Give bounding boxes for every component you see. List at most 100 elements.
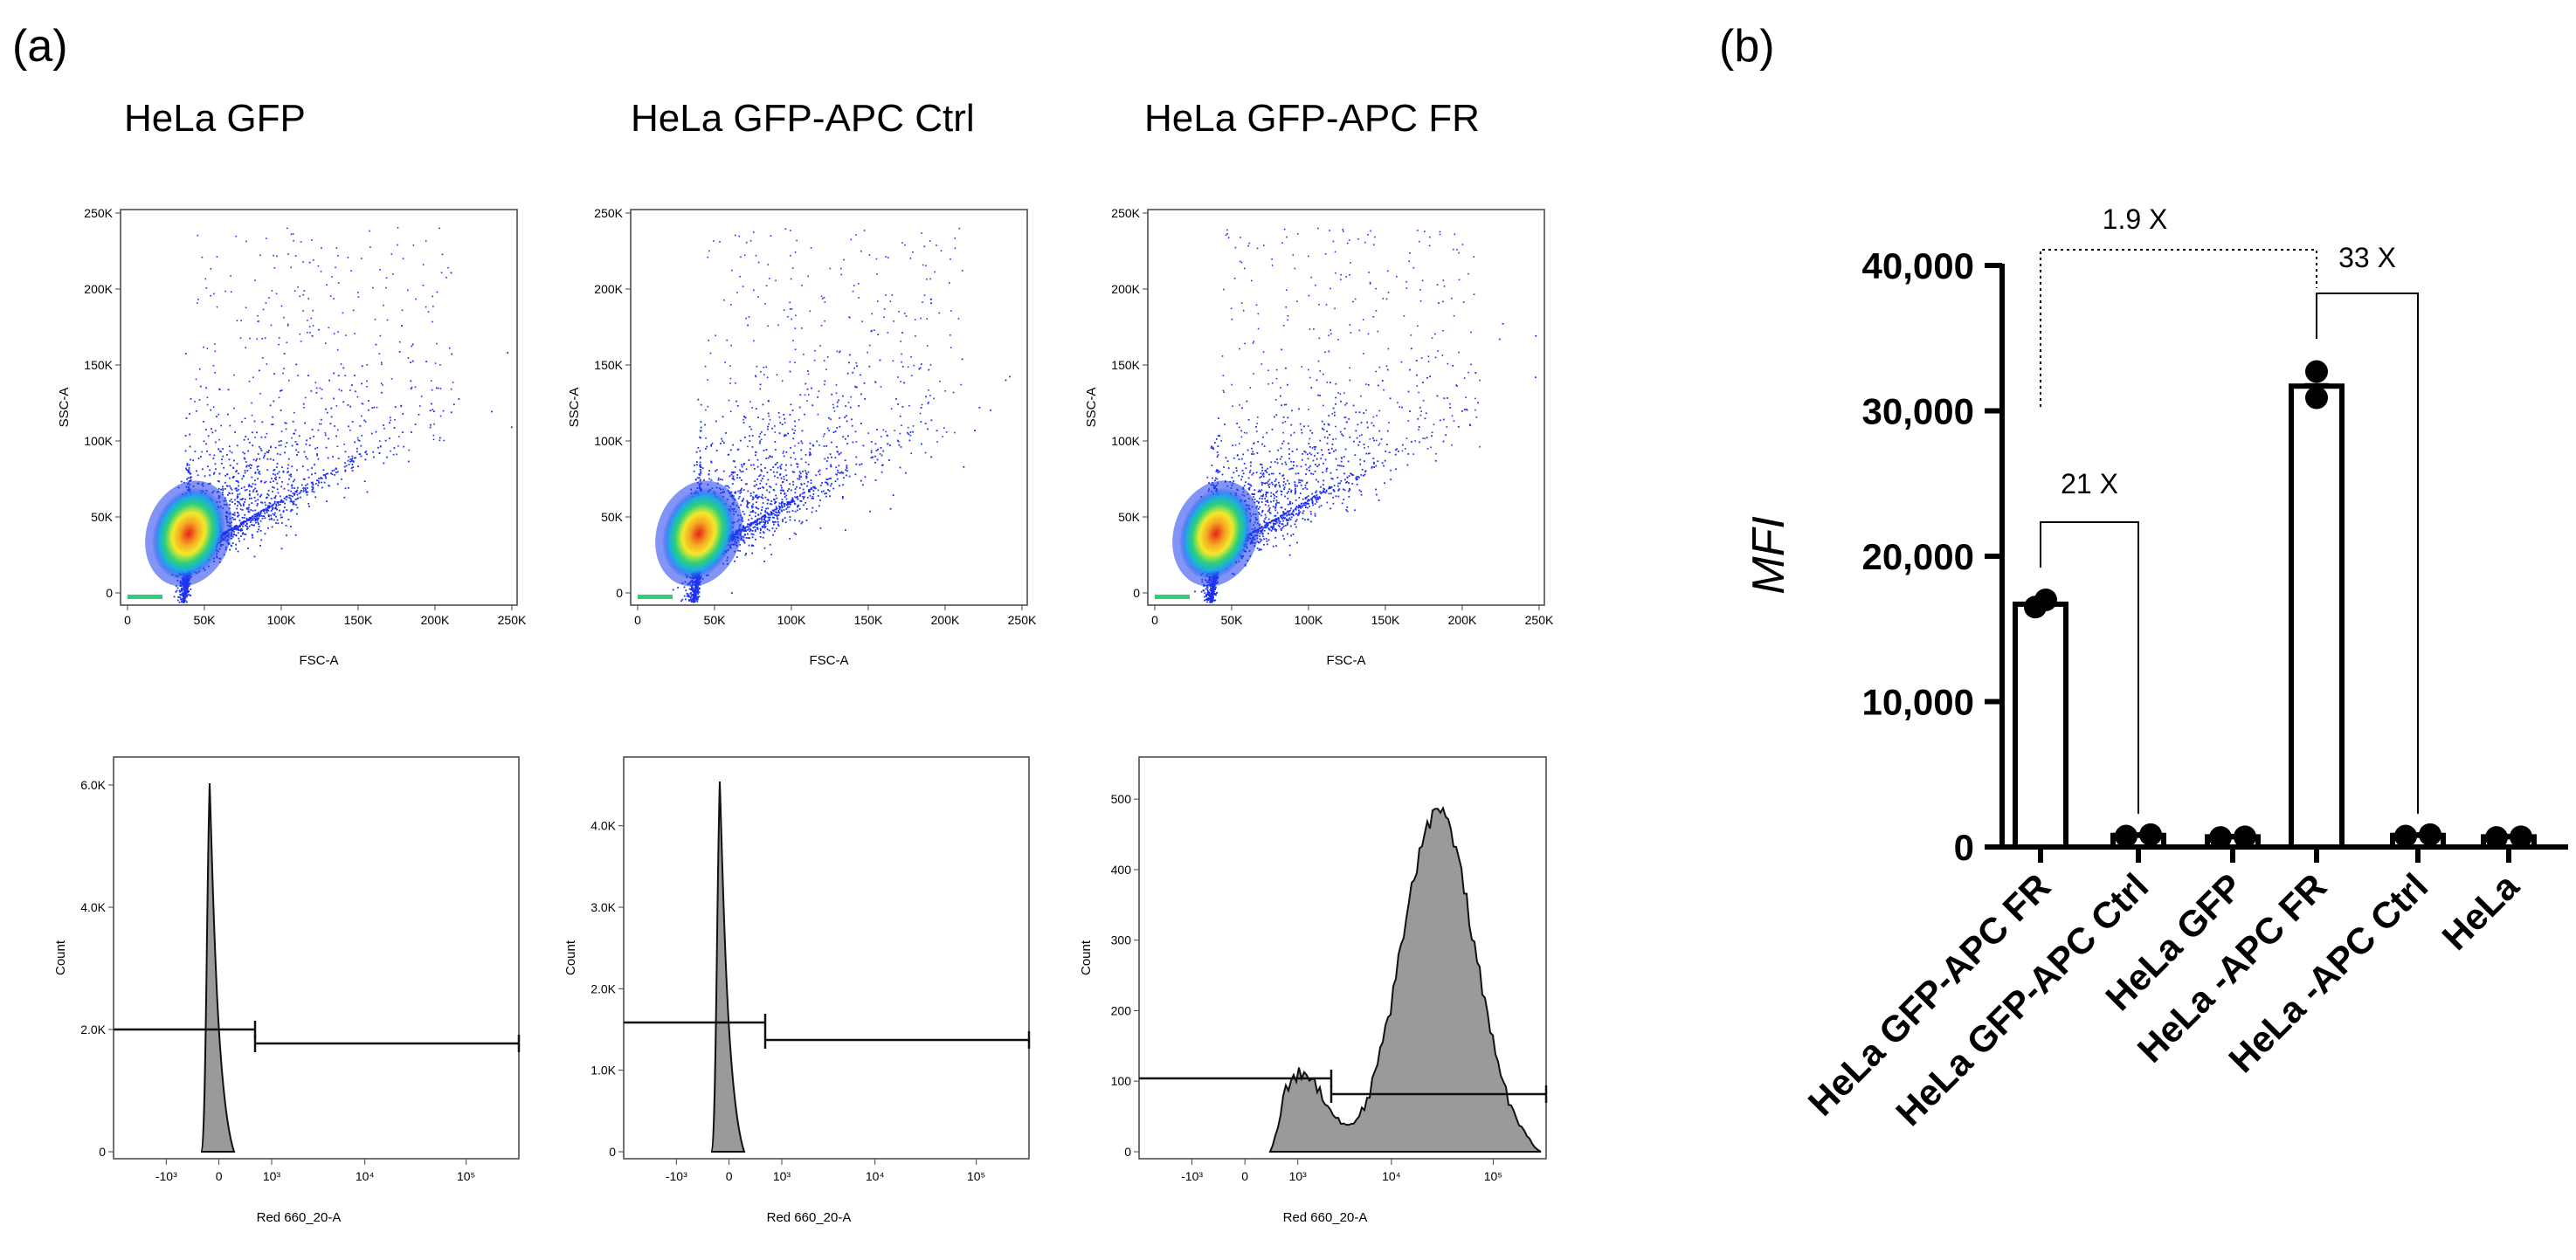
x-axis-label: FSC-A — [1327, 653, 1366, 668]
y-tick-label: 0 — [1133, 586, 1140, 600]
y-tick-label: 250K — [84, 206, 113, 220]
x-tick-label: -10³ — [155, 1169, 177, 1183]
y-tick-label: 20,000 — [1862, 536, 1974, 577]
y-axis-label: SSC-A — [57, 388, 72, 428]
y-tick-label: 0 — [106, 586, 113, 600]
y-tick-label: 150K — [1111, 358, 1140, 372]
y-tick-label: 50K — [91, 510, 114, 524]
y-tick-label: 6.0K — [80, 778, 106, 792]
panel-a-label: (a) — [12, 21, 68, 72]
histogram: -10³ 0 10³ 10⁴ 10⁵ 0 2.0K 4.0K 6.0K Red 660_20-A C… — [53, 756, 521, 1225]
y-tick-label: 300 — [1111, 933, 1132, 947]
flow-panel-title: HeLa GFP-APC Ctrl — [631, 97, 975, 140]
x-tick-label: 50K — [704, 613, 727, 627]
bracket-21x — [2040, 521, 2139, 814]
x-tick-label: 250K — [498, 613, 527, 627]
y-axis-label: Count — [53, 940, 68, 975]
y-tick-label: 400 — [1111, 863, 1132, 877]
y-axis-label: SSC-A — [567, 388, 582, 428]
x-tick-label: 10⁵ — [967, 1169, 985, 1183]
x-tick-label: 0 — [1241, 1169, 1248, 1183]
bracket-33x — [2316, 293, 2419, 814]
y-tick-label: 200K — [84, 282, 113, 296]
data-point — [2419, 823, 2441, 846]
y-tick-label: 10,000 — [1862, 682, 1974, 723]
y-tick-label: 0 — [99, 1145, 106, 1159]
y-tick-label: 2.0K — [80, 1022, 106, 1036]
panel-b-label: (b) — [1719, 21, 1775, 72]
x-tick-label: 10³ — [773, 1169, 791, 1183]
annotation-21x: 21 X — [2061, 468, 2118, 499]
y-tick-label: 1.0K — [590, 1064, 616, 1078]
x-tick-label: 10⁴ — [866, 1169, 885, 1183]
x-tick-label: 150K — [1371, 613, 1400, 627]
y-tick-label: 200K — [1111, 282, 1140, 296]
x-axis-label: FSC-A — [300, 653, 339, 668]
data-point — [2394, 824, 2417, 848]
histogram-frame — [1138, 756, 1547, 1160]
x-tick-label: 100K — [267, 613, 296, 627]
y-tick-label: 4.0K — [80, 900, 106, 914]
y-tick-label: 4.0K — [590, 819, 616, 833]
x-tick-label: 0 — [124, 613, 131, 627]
x-category-label: HeLa — [2434, 865, 2527, 958]
y-tick-label: 200K — [594, 282, 623, 296]
scatter-frame — [1147, 209, 1545, 606]
y-tick-label: 0 — [616, 586, 623, 600]
y-tick-label: 250K — [1111, 206, 1140, 220]
x-axis-label: Red 660_20-A — [1283, 1210, 1368, 1225]
flow-panel-title: HeLa GFP — [124, 97, 306, 140]
x-axis-label: FSC-A — [810, 653, 849, 668]
bar-1 — [2013, 601, 2068, 850]
y-tick-label: 100K — [84, 434, 113, 448]
x-tick-label: 0 — [726, 1169, 733, 1183]
scatter-frame — [120, 209, 518, 606]
debris-cluster — [638, 595, 673, 599]
y-tick-label: 100K — [1111, 434, 1140, 448]
x-tick-label: 50K — [1221, 613, 1244, 627]
scatter-plot: 0 50K 100K 150K 200K 250K 0 50K 100K 150K 200K 250K… — [567, 206, 1037, 668]
x-axis-label: Red 660_20-A — [767, 1210, 852, 1225]
y-axis-label: MFI — [1744, 516, 1794, 595]
x-tick-label: 0 — [1151, 613, 1158, 627]
histogram-distribution — [710, 781, 746, 1153]
data-point — [2034, 588, 2057, 611]
y-tick-label: 150K — [84, 358, 113, 372]
y-tick-label: 50K — [601, 510, 624, 524]
histogram: -10³ 0 10³ 10⁴ 10⁵ 0 100 200 300 400 500 Red 660_20… — [1079, 756, 1548, 1225]
y-tick-label: 0 — [1124, 1145, 1131, 1159]
y-tick-label: 30,000 — [1862, 391, 1974, 432]
x-tick-label: 100K — [1295, 613, 1323, 627]
x-tick-label: 200K — [931, 613, 960, 627]
x-tick-label: 10⁵ — [1484, 1169, 1502, 1183]
x-tick-label: 0 — [634, 613, 641, 627]
x-tick-label: 10⁴ — [356, 1169, 375, 1183]
x-tick-label: 250K — [1525, 613, 1554, 627]
annotation-1-9x: 1.9 X — [2103, 203, 2168, 235]
y-tick-label: 250K — [594, 206, 623, 220]
histogram-distribution — [1268, 806, 1542, 1153]
y-tick-label: 0 — [609, 1145, 616, 1159]
bracket-1-9x — [2040, 249, 2317, 407]
scatter-points — [1194, 227, 1537, 603]
y-tick-label: 100K — [594, 434, 623, 448]
x-tick-label: 150K — [344, 613, 373, 627]
histogram: -10³ 0 10³ 10⁴ 10⁵ 0 1.0K 2.0K 3.0K 4.0K Red 660_2… — [563, 756, 1031, 1225]
density-core — [152, 487, 225, 580]
y-tick-label: 150K — [594, 358, 623, 372]
data-point — [2485, 826, 2508, 850]
flow-panel-1: HeLa GFP 0 50K 100K 150K 200K 250K 0 50K 100K 150K… — [53, 97, 527, 1225]
data-point — [2115, 824, 2137, 848]
data-point — [2305, 360, 2328, 383]
x-tick-label: 100K — [777, 613, 806, 627]
x-tick-label: -10³ — [666, 1169, 687, 1183]
y-tick-label: 200 — [1111, 1003, 1132, 1017]
x-tick-label: 0 — [216, 1169, 223, 1183]
x-tick-label: 10³ — [263, 1169, 281, 1183]
y-axis-label: Count — [563, 940, 578, 975]
x-tick-label: -10³ — [1181, 1169, 1203, 1183]
data-point — [2510, 825, 2532, 849]
data-point — [2305, 386, 2328, 410]
x-tick-label: 200K — [421, 613, 450, 627]
